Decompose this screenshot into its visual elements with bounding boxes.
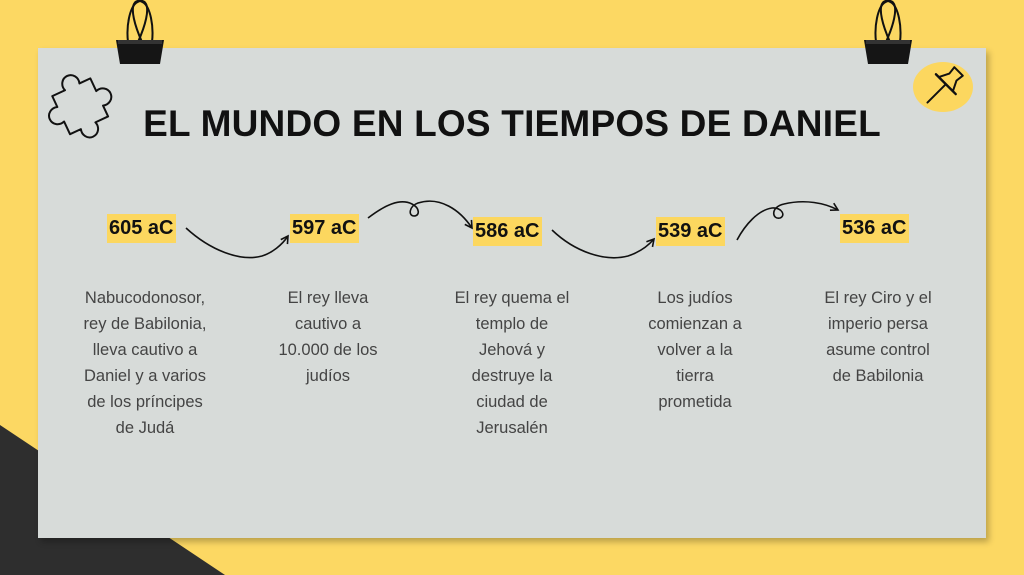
description-line: prometida — [658, 393, 732, 411]
year-label-4: 539 aC — [656, 217, 725, 246]
year-label-3: 586 aC — [473, 217, 542, 246]
description-line: ciudad de — [476, 393, 548, 411]
description-line: Daniel y a varios — [84, 367, 206, 385]
description-line: Jerusalén — [476, 419, 548, 437]
description-line: 10.000 de los — [278, 341, 378, 359]
description-line: cautivo a — [294, 315, 362, 333]
description-line: de los príncipes — [87, 393, 203, 411]
description-line: imperio persa — [828, 315, 928, 333]
event-description-5: El rey Ciro y el imperio persa asume con… — [798, 285, 958, 389]
year-label-2: 597 aC — [290, 214, 359, 243]
description-line: Los judíos — [657, 289, 733, 307]
event-description-4: Los judíos comienzan a volver a la tierr… — [615, 285, 775, 415]
description-line: judíos — [305, 367, 351, 385]
event-description-1: Nabucodonosor, rey de Babilonia, lleva c… — [65, 285, 225, 441]
year-label-5: 536 aC — [840, 214, 909, 243]
description-line: de Judá — [115, 419, 175, 437]
description-line: Nabucodonosor, — [84, 289, 206, 307]
year-label-1: 605 aC — [107, 214, 176, 243]
description-line: comienzan a — [648, 315, 742, 333]
description-line: templo de — [475, 315, 549, 333]
description-line: El rey quema el — [454, 289, 570, 307]
description-line: tierra — [676, 367, 714, 385]
page-title: EL MUNDO EN LOS TIEMPOS DE DANIEL — [143, 103, 881, 144]
description-line: El rey Ciro y el — [824, 289, 932, 307]
description-line: El rey lleva — [287, 289, 369, 307]
description-line: lleva cautivo a — [92, 341, 198, 359]
event-description-2: El rey lleva cautivo a 10.000 de los jud… — [248, 285, 408, 389]
description-line: Jehová y — [478, 341, 546, 359]
description-line: rey de Babilonia, — [83, 315, 207, 333]
paper-board — [38, 48, 986, 538]
description-line: volver a la — [657, 341, 733, 359]
event-description-3: El rey quema el templo de Jehová y destr… — [432, 285, 592, 441]
description-line: asume control — [826, 341, 930, 359]
description-line: de Babilonia — [832, 367, 924, 385]
description-line: destruye la — [471, 367, 553, 385]
